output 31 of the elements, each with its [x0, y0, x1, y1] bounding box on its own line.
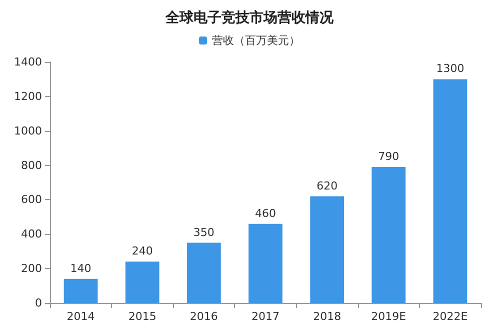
y-tick-label: 1200: [14, 90, 42, 103]
bar: [125, 262, 160, 303]
bar: [64, 278, 98, 303]
y-tick-label: 0: [35, 296, 42, 310]
data-label: 140: [70, 262, 92, 275]
data-label: 240: [132, 244, 153, 258]
x-tick-label: 2017: [252, 310, 280, 323]
bar: [248, 224, 282, 303]
bar: [186, 242, 221, 303]
y-tick-label: 600: [21, 193, 42, 206]
legend-label: 营收（百万美元）: [212, 34, 300, 47]
data-label: 350: [193, 226, 214, 239]
x-tick-label: 2015: [128, 310, 156, 323]
x-tick-label: 2014: [66, 310, 95, 323]
data-label: 1300: [436, 62, 464, 76]
data-label: 460: [255, 206, 276, 220]
bar: [372, 167, 406, 303]
bar: [433, 79, 468, 303]
x-tick-label: 2019E: [371, 310, 406, 323]
bar: [310, 196, 344, 303]
data-label: 790: [378, 150, 400, 164]
y-tick-label: 1000: [14, 124, 42, 138]
x-tick-label: 2016: [190, 310, 218, 323]
chart-title: 全球电子竞技市场营收情况: [164, 9, 334, 26]
x-tick-label: 2018: [313, 310, 342, 323]
y-tick-label: 1400: [14, 56, 42, 68]
x-tick-label: 2022E: [432, 310, 468, 323]
y-tick-label: 800: [21, 158, 42, 172]
y-tick-label: 400: [21, 228, 42, 241]
y-tick-label: 200: [21, 262, 42, 276]
data-label: 620: [316, 179, 338, 192]
